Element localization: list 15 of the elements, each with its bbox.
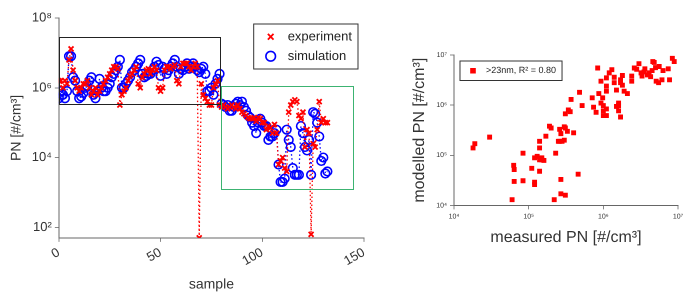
y-tick-label: 10⁸ xyxy=(32,10,52,25)
y-axis-title: modelled PN [#/cm³] xyxy=(411,58,428,203)
y-tick-label: 10⁴ xyxy=(32,149,52,164)
legend-label: experiment xyxy=(288,28,352,44)
x-tick-label: 50 xyxy=(144,244,164,265)
y-axis-title: PN [#/cm³] xyxy=(7,94,24,161)
legend-label: simulation xyxy=(288,48,346,63)
legend-label: >23nm, R² = 0.80 xyxy=(486,65,556,76)
x-tick-label: 0 xyxy=(48,244,62,261)
x-tick-label: 150 xyxy=(340,244,368,268)
x-tick-label: 100 xyxy=(239,244,266,268)
y-tick-label: 10² xyxy=(33,218,53,234)
x-axis-title: sample xyxy=(188,275,234,292)
x-axis-title: measured PN [#/cm³] xyxy=(490,228,642,246)
y-tick-label: 10⁶ xyxy=(32,79,52,94)
